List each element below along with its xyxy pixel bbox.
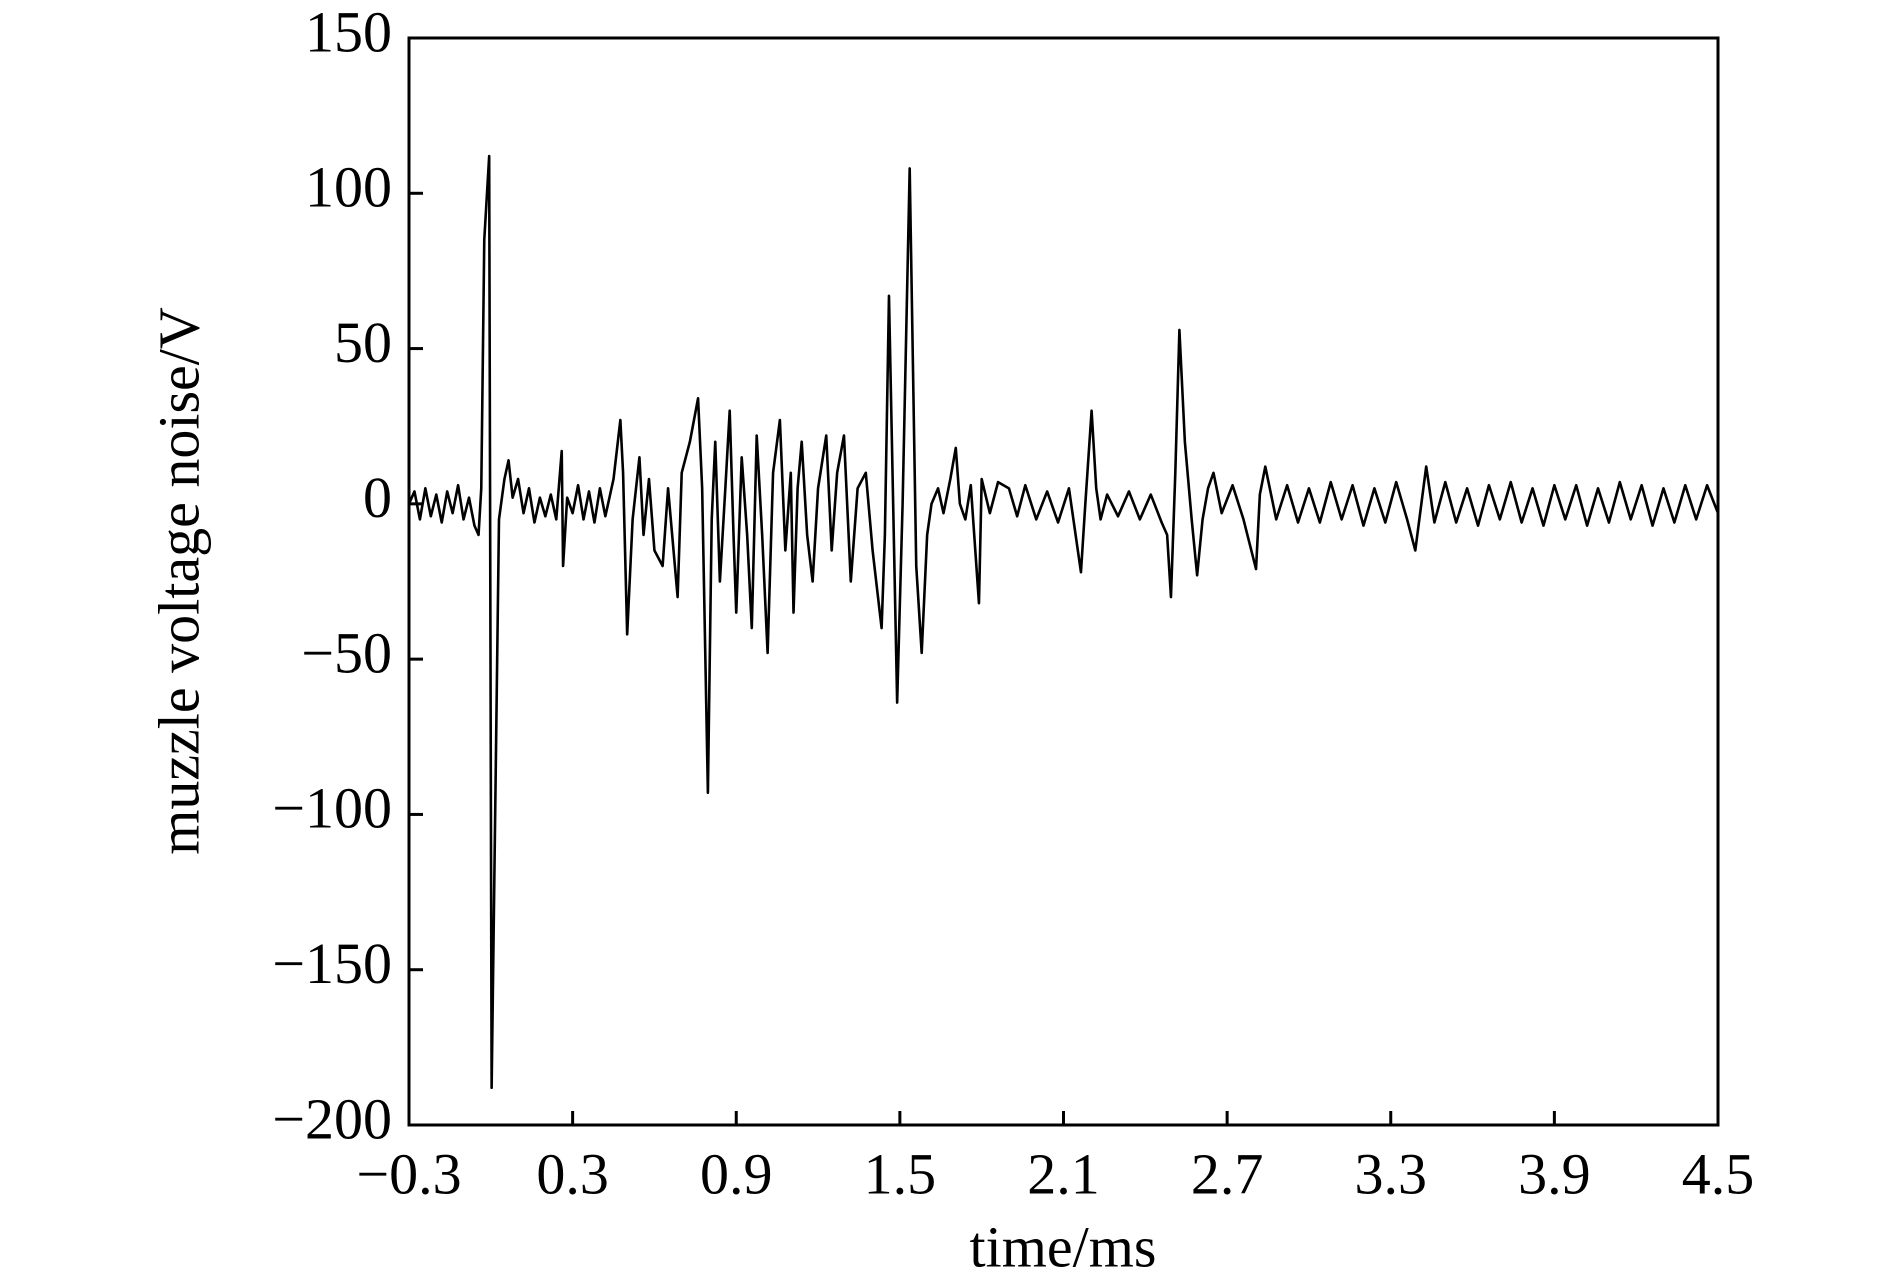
x-tick-label: 3.3 [1355,1141,1428,1206]
y-axis-label: muzzle voltage noise/V [146,307,211,855]
x-tick-label: 4.5 [1682,1141,1755,1206]
x-tick-label: 3.9 [1518,1141,1591,1206]
y-tick-label: 100 [305,155,392,220]
plot-frame [407,36,1720,1127]
x-tick-label: 0.3 [536,1141,609,1206]
x-tick-label: −0.3 [356,1141,461,1206]
y-tick-label: −150 [272,931,392,996]
x-axis-label: time/ms [970,1214,1157,1279]
y-tick-label: −200 [272,1086,392,1151]
x-tick-label: 0.9 [700,1141,773,1206]
signal-trace [407,154,1720,1090]
y-tick-label: 50 [334,310,392,375]
y-tick-label: 0 [363,465,392,530]
x-tick-label: 2.7 [1191,1141,1264,1206]
y-tick-label: −50 [301,620,392,685]
x-tick-label: 1.5 [864,1141,937,1206]
x-tick-label: 2.1 [1027,1141,1100,1206]
y-tick-label: −100 [272,776,392,841]
y-tick-label: 150 [305,0,392,64]
